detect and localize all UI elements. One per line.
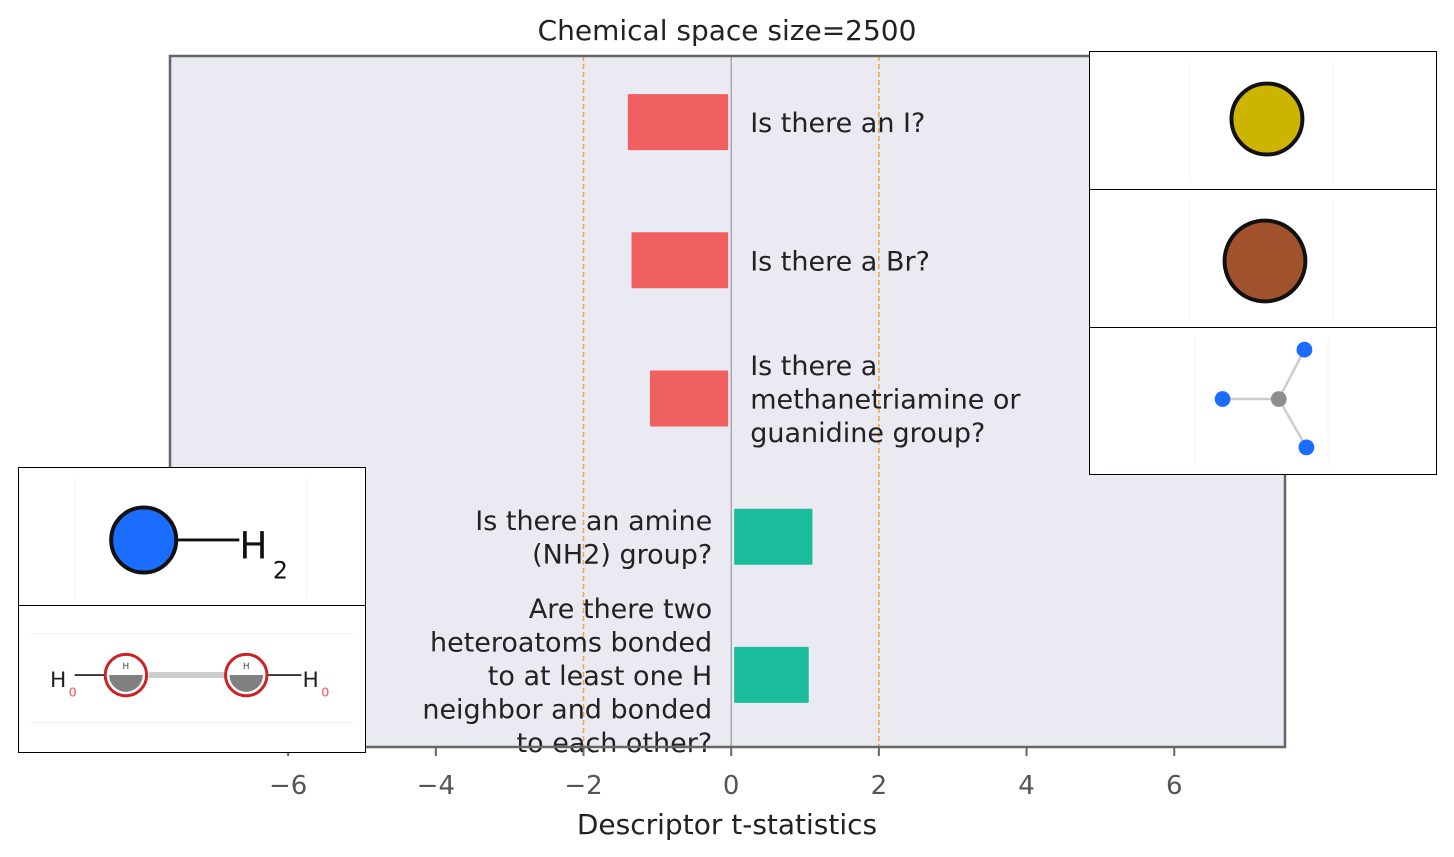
bars xyxy=(627,94,813,703)
category-label-3: Is there an amine (NH2) group? xyxy=(475,506,712,571)
inset-methanetriamine xyxy=(1089,327,1437,475)
heteroatom-pair-icon: H H H 0 H 0 xyxy=(30,633,354,723)
left-small-h-label: H xyxy=(123,662,130,672)
iodine-atom-icon xyxy=(1189,61,1334,183)
category-label-0: Is there an I? xyxy=(750,108,925,139)
left-h-subscript: 0 xyxy=(69,686,77,701)
right-small-h-label: H xyxy=(243,662,250,672)
category-label-4: Are there two heteroatoms bonded to at lea… xyxy=(422,594,712,759)
bar-2 xyxy=(649,370,729,427)
bar-3 xyxy=(734,508,813,565)
category-label-2: Is there a methanetriamine or guanidine gr… xyxy=(750,351,1021,449)
x-tick-label-4: 2 xyxy=(871,771,888,801)
bromine-atom-icon xyxy=(1189,199,1334,321)
x-axis-label: Descriptor t-statistics xyxy=(577,808,877,841)
inset-iodine xyxy=(1089,51,1437,191)
bar-1 xyxy=(631,232,729,289)
right-h-subscript: 0 xyxy=(321,686,329,701)
inset-bromine xyxy=(1089,189,1437,329)
amine-h-label: H xyxy=(239,524,267,568)
threshold-lines xyxy=(582,56,880,747)
inset-amine: H 2 xyxy=(18,467,366,607)
category-label-1: Is there a Br? xyxy=(750,246,930,277)
chart-title: Chemical space size=2500 xyxy=(538,14,917,47)
x-tick-label-0: −6 xyxy=(269,771,307,801)
amine-subscript-label: 2 xyxy=(273,556,288,584)
methanetriamine-fragment-icon xyxy=(1194,337,1329,467)
x-tick-label-6: 6 xyxy=(1166,771,1183,801)
x-tick-label-2: −2 xyxy=(564,771,602,801)
bar-4 xyxy=(734,646,809,703)
category-labels: Is there an I? Is there a Br? Is there a me… xyxy=(422,108,1021,759)
inset-heteroatom-pair: H H H 0 H 0 xyxy=(18,605,366,753)
left-h-label: H xyxy=(50,668,66,693)
amine-group-icon: H 2 xyxy=(74,477,307,599)
bar-0 xyxy=(627,94,729,151)
x-axis-ticks: −6 −4 −2 0 2 4 6 xyxy=(269,747,1183,801)
x-tick-label-1: −4 xyxy=(417,771,455,801)
x-tick-label-5: 4 xyxy=(1018,771,1035,801)
right-h-label: H xyxy=(302,668,318,693)
x-tick-label-3: 0 xyxy=(723,771,740,801)
